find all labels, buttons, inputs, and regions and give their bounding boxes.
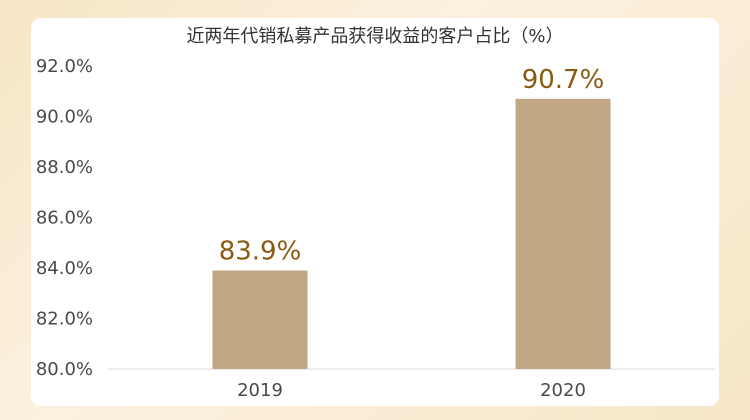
y-tick-label: 86.0% <box>36 208 93 229</box>
y-tick-label: 88.0% <box>36 157 93 178</box>
bars-group <box>212 98 611 369</box>
y-tick-label: 82.0% <box>36 309 93 330</box>
data-label: 83.9% <box>219 237 302 267</box>
data-label: 90.7% <box>522 65 605 95</box>
y-tick-label: 80.0% <box>36 359 93 380</box>
data-labels: 83.9% 90.7% <box>219 65 605 267</box>
x-tick-label: 2020 <box>540 380 586 401</box>
bar-2019 <box>212 270 308 369</box>
y-tick-label: 92.0% <box>36 56 93 77</box>
x-tick-label: 2019 <box>237 380 283 401</box>
y-tick-label: 84.0% <box>36 258 93 279</box>
y-tick-label: 90.0% <box>36 107 93 128</box>
bar-2020 <box>515 98 611 369</box>
y-axis: 80.0% 82.0% 84.0% 86.0% 88.0% 90.0% 92.0% <box>36 56 93 380</box>
chart-title: 近两年代销私募产品获得收益的客户占比（%） <box>186 26 563 47</box>
x-axis: 2019 2020 <box>237 380 586 401</box>
